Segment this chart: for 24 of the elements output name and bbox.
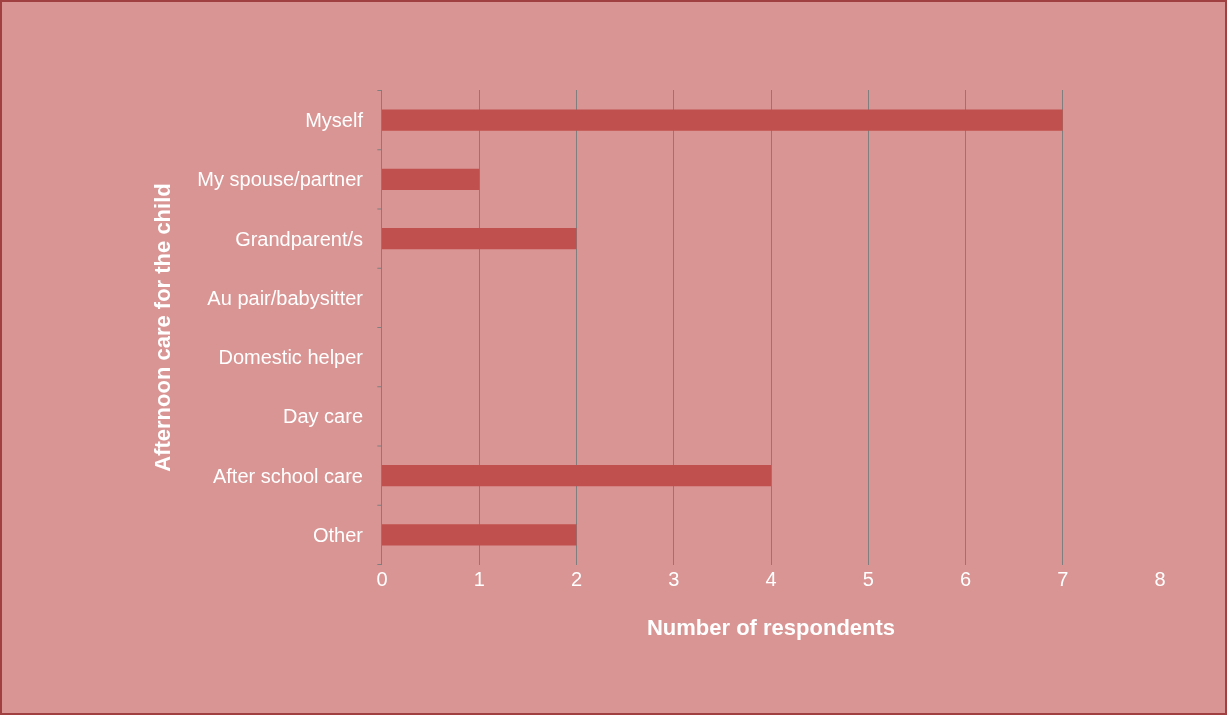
y-tick-label: My spouse/partner	[197, 168, 364, 191]
y-tick-label: Myself	[305, 109, 364, 132]
x-tick-label: 3	[668, 568, 680, 590]
x-tick-label: 1	[473, 568, 485, 590]
y-axis-title: Afternoon care for the child	[150, 183, 176, 472]
bar	[382, 227, 577, 250]
x-tick-label: 4	[765, 568, 777, 590]
y-tick-label: Other	[312, 523, 364, 546]
x-tick-label: 2	[570, 568, 583, 590]
x-axis-title: Number of respondents	[646, 614, 896, 640]
bar	[382, 524, 577, 546]
bar	[382, 464, 771, 487]
x-tick-label: 7	[1057, 568, 1069, 590]
y-tick-label: Domestic helper	[218, 346, 364, 369]
bar	[382, 109, 1063, 131]
y-tick-label: Grandparent/s	[235, 227, 363, 250]
bar	[382, 168, 480, 191]
x-tick-label: 8	[1154, 568, 1166, 590]
y-tick-label: After school care	[212, 464, 363, 487]
x-tick-label: 5	[862, 568, 874, 590]
y-tick-label: Day care	[282, 405, 363, 428]
y-tick-label: Au pair/babysitter	[207, 286, 364, 309]
x-tick-label: 0	[376, 568, 388, 590]
x-tick-label: 6	[959, 568, 972, 590]
